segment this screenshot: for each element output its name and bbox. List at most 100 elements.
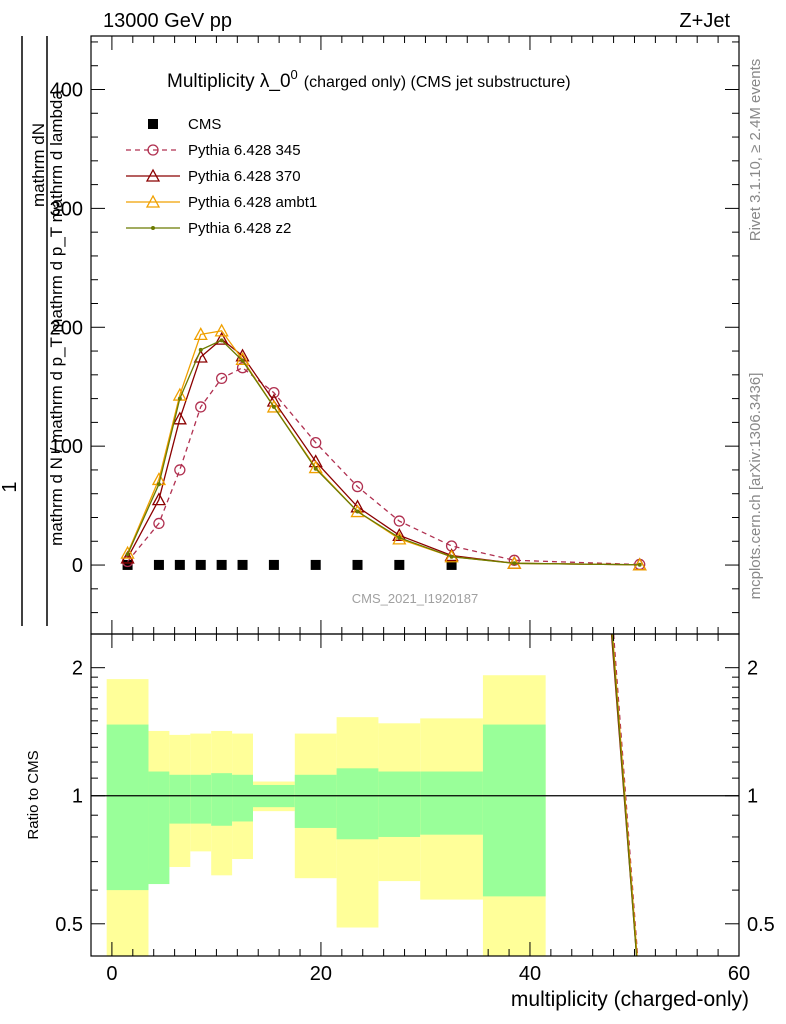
data-point-z2 bbox=[637, 562, 642, 567]
y-tick-label: 200 bbox=[50, 317, 83, 339]
y-axis-label-top: mathrm dN bbox=[29, 123, 48, 207]
data-point-ambt1 bbox=[308, 460, 323, 474]
x-axis-label: multiplicity (charged-only) bbox=[511, 988, 749, 1011]
ratio-band-inner bbox=[106, 724, 149, 891]
y-axis-label: mathrm dN mathrm d N / mathrm d p_T math… bbox=[0, 36, 66, 626]
x-tick-label: 20 bbox=[310, 963, 332, 985]
y-axis-label-one: 1 bbox=[0, 481, 21, 492]
x-tick-label: 40 bbox=[519, 963, 541, 985]
data-point-p345 bbox=[310, 436, 322, 449]
legend-label-ambt1: Pythia 6.428 ambt1 bbox=[188, 194, 317, 211]
legend-marker-p345 bbox=[147, 144, 159, 156]
series-line-z2 bbox=[127, 339, 640, 566]
series-line-p370 bbox=[127, 338, 640, 566]
ratio-y-tick-label-right: 2 bbox=[747, 658, 758, 680]
y-axis-label-bottom: mathrm d N / mathrm d p_T mathrm d p_T m… bbox=[47, 90, 66, 546]
data-point-ambt1 bbox=[193, 327, 208, 341]
data-point-cms bbox=[122, 559, 133, 570]
data-point-p345 bbox=[195, 401, 207, 413]
data-point-p370 bbox=[172, 411, 187, 425]
data-point-z2 bbox=[240, 358, 245, 363]
data-point-z2 bbox=[125, 552, 130, 557]
ratio-y-tick-label: 1 bbox=[72, 786, 83, 808]
data-point-p370 bbox=[214, 331, 229, 345]
legend-marker-ambt1 bbox=[145, 194, 161, 208]
y-tick-label: 100 bbox=[50, 436, 83, 458]
data-point-p370 bbox=[151, 492, 167, 506]
watermark-analysis-id: CMS_2021_I1920187 bbox=[352, 591, 479, 606]
ratio-panel: 0.5 0.51 12 20 20 40 60 Ratio to CMS multiplic… bbox=[25, 633, 775, 1011]
legend-label-cms: CMS bbox=[188, 116, 221, 133]
y-tick-label: 300 bbox=[50, 198, 83, 220]
legend-label-z2: Pythia 6.428 z2 bbox=[188, 220, 291, 237]
data-point-z2 bbox=[156, 482, 161, 487]
legend-marker-z2 bbox=[151, 226, 155, 230]
rivet-version-label: Rivet 3.1.10, ≥ 2.4M events bbox=[747, 59, 764, 242]
ratio-band-inner bbox=[190, 774, 212, 824]
data-point-z2 bbox=[271, 404, 276, 409]
y-tick-label: 0 bbox=[72, 555, 83, 577]
data-point-p345 bbox=[174, 464, 186, 476]
data-point-p345 bbox=[153, 517, 165, 530]
series-line-p345 bbox=[127, 366, 640, 566]
data-point-z2 bbox=[512, 561, 517, 566]
data-point-ambt1 bbox=[120, 545, 135, 559]
series-z2 bbox=[125, 338, 642, 567]
data-point-p345 bbox=[393, 515, 405, 527]
ratio-panel-frame bbox=[90, 633, 740, 957]
data-point-cms bbox=[153, 559, 164, 570]
series-p370 bbox=[120, 331, 647, 571]
x-tick-label: 60 bbox=[728, 963, 750, 985]
ratio-band-inner bbox=[420, 771, 483, 835]
data-point-cms bbox=[174, 559, 185, 570]
data-point-p345 bbox=[508, 554, 520, 566]
legend-marker-p370 bbox=[145, 168, 161, 182]
data-point-p370 bbox=[392, 527, 407, 541]
data-point-p345 bbox=[351, 480, 364, 493]
data-point-z2 bbox=[313, 466, 318, 471]
legend: CMS Pythia 6.428 345 Pythia 6.428 370 Pythi… bbox=[126, 116, 317, 237]
chart-title: Multiplicity λ_00 (charged only) (CMS jet… bbox=[167, 67, 571, 92]
header-right: Z+Jet bbox=[679, 10, 730, 32]
data-point-z2 bbox=[177, 396, 182, 401]
data-point-p370 bbox=[120, 550, 135, 564]
data-point-cms bbox=[394, 559, 405, 570]
data-point-cms bbox=[195, 559, 206, 570]
ratio-y-tick-label: 2 bbox=[72, 658, 83, 680]
ratio-band-inner bbox=[169, 774, 191, 824]
series-p345 bbox=[121, 362, 646, 571]
data-point-ambt1 bbox=[350, 504, 365, 518]
series-line-ambt1 bbox=[127, 330, 640, 566]
ratio-band-inner bbox=[482, 724, 546, 897]
ratio-band-inner bbox=[378, 771, 421, 837]
data-point-ambt1 bbox=[235, 352, 250, 366]
legend-label-p370: Pythia 6.428 370 bbox=[188, 168, 301, 185]
data-point-cms bbox=[216, 559, 227, 570]
x-tick-label: 0 bbox=[106, 963, 117, 985]
ratio-axis-label: Ratio to CMS bbox=[25, 750, 42, 839]
ratio-y-tick-label-right: 1 bbox=[747, 786, 758, 808]
mcplots-label: mcplots.cern.ch [arXiv:1306.3436] bbox=[747, 373, 764, 600]
ratio-y-tick-label-right: 0.5 bbox=[747, 914, 775, 936]
data-point-z2 bbox=[198, 347, 203, 352]
ratio-y-tick-label: 0.5 bbox=[55, 914, 83, 936]
data-point-z2 bbox=[449, 554, 454, 559]
series-cms bbox=[122, 559, 457, 570]
data-point-ambt1 bbox=[214, 323, 229, 337]
ratio-band-inner bbox=[294, 774, 337, 828]
data-point-z2 bbox=[397, 535, 402, 540]
header-left: 13000 GeV pp bbox=[103, 10, 232, 32]
data-point-ambt1 bbox=[266, 399, 281, 413]
ratio-line-z2 bbox=[611, 633, 638, 957]
main-panel: Multiplicity λ_00 (charged only) (CMS jet… bbox=[50, 35, 740, 635]
ratio-band-inner bbox=[336, 768, 379, 840]
data-point-cms bbox=[237, 559, 248, 570]
data-point-cms bbox=[446, 559, 457, 570]
ratio-band-inner bbox=[211, 773, 233, 826]
y-tick-label: 400 bbox=[50, 79, 83, 101]
data-point-cms bbox=[310, 559, 321, 570]
legend-label-p345: Pythia 6.428 345 bbox=[188, 142, 301, 159]
data-point-cms bbox=[268, 559, 279, 570]
data-point-cms bbox=[352, 559, 363, 570]
